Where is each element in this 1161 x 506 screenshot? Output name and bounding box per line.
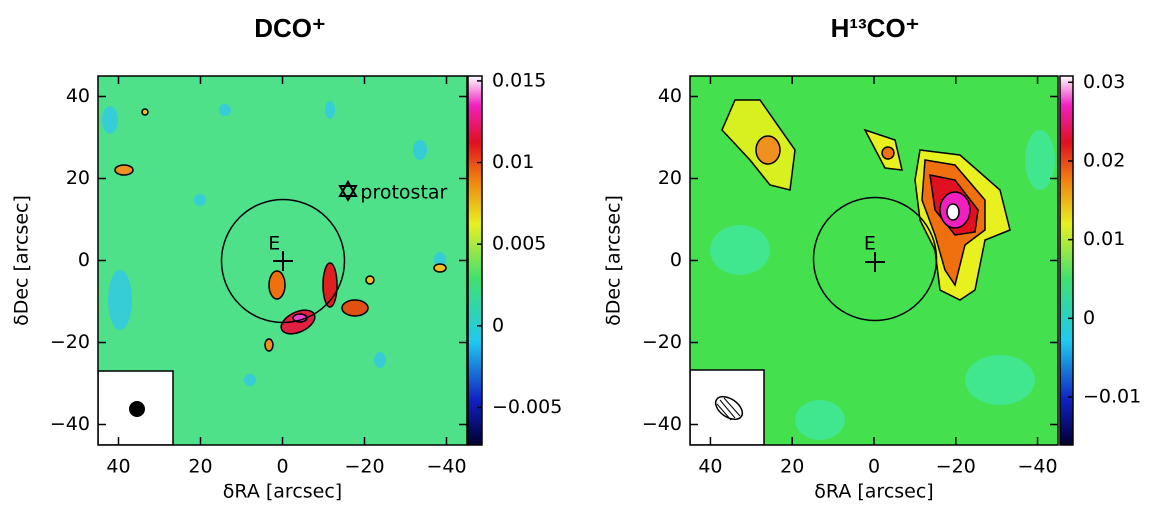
colorbar-tick-label: −0.005: [492, 396, 562, 418]
y-axis-label: δDec [arcsec]: [11, 195, 33, 326]
colorbar-tick-label: 0: [492, 314, 504, 336]
x-tick-label: −40: [1018, 456, 1058, 478]
x-tick-label: −20: [936, 456, 976, 478]
colorbar-tick-label: 0.02: [1083, 149, 1125, 171]
x-axis-label: δRA [arcsec]: [223, 481, 342, 503]
x-tick-label: 20: [780, 456, 804, 478]
x-tick-label: 40: [698, 456, 722, 478]
colorbar-tick-label: 0.01: [1083, 228, 1125, 250]
colorbar: [467, 75, 483, 446]
y-tick-label: 40: [658, 85, 682, 107]
colorbar-tick-label: 0: [1083, 307, 1095, 329]
colorbar-tick-label: 0.01: [492, 151, 534, 173]
x-tick-label: 0: [276, 456, 288, 478]
map-image: [690, 76, 1058, 445]
x-tick-label: −20: [344, 456, 384, 478]
x-tick-label: 0: [868, 456, 880, 478]
annotation: E: [268, 233, 280, 255]
y-tick-label: 40: [66, 85, 90, 107]
colorbar: [1059, 75, 1074, 446]
y-tick-label: 20: [658, 167, 682, 189]
y-tick-label: −20: [50, 331, 90, 353]
y-axis-label: δDec [arcsec]: [603, 195, 625, 326]
x-tick-label: −40: [426, 456, 466, 478]
annotation: E: [864, 233, 876, 255]
y-tick-label: 0: [78, 249, 90, 271]
colorbar-tick-label: 0.005: [492, 233, 546, 255]
map-image: [98, 76, 467, 445]
colorbar-tick-label: −0.01: [1083, 386, 1141, 408]
y-tick-label: −40: [642, 413, 682, 435]
y-tick-label: −40: [50, 413, 90, 435]
chart-title: H¹³CO⁺: [831, 13, 920, 43]
y-tick-label: 20: [66, 167, 90, 189]
x-axis-label: δRA [arcsec]: [814, 481, 933, 503]
colorbar-tick-label: 0.015: [492, 69, 546, 91]
x-tick-label: 40: [106, 456, 130, 478]
y-tick-label: 0: [670, 249, 682, 271]
colorbar-tick-label: 0.03: [1083, 71, 1125, 93]
chart-title: DCO⁺: [254, 13, 326, 43]
annotation: protostar: [360, 181, 447, 203]
x-tick-label: 20: [188, 456, 212, 478]
y-tick-label: −20: [642, 331, 682, 353]
